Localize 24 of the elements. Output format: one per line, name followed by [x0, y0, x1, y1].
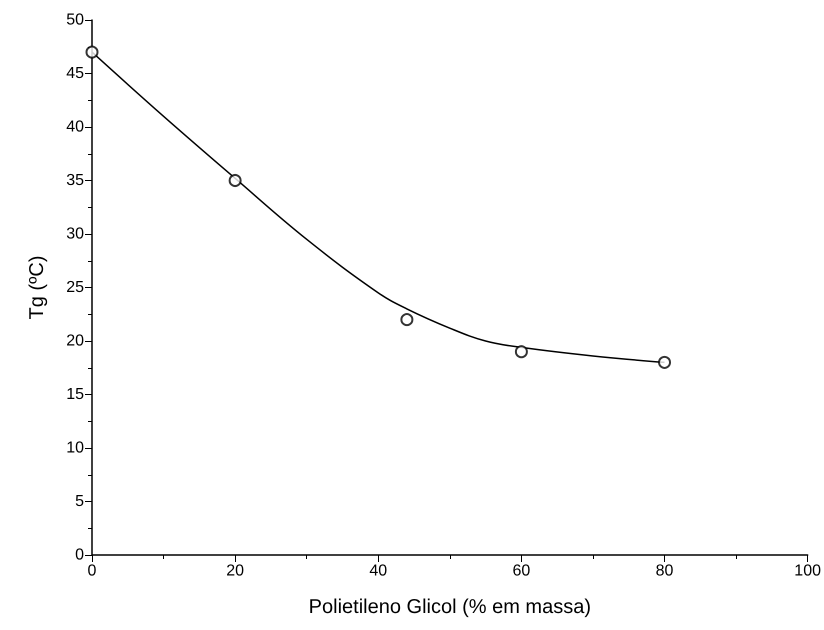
x-axis-title: Polietileno Glicol (% em massa) [308, 596, 591, 618]
point [514, 345, 528, 358]
y-tick-label: 0 [75, 546, 84, 564]
x-tick-label: 40 [369, 562, 388, 580]
y-tick-label: 35 [66, 172, 84, 189]
y-tick-label: 45 [66, 65, 84, 82]
x-tick-label: 0 [88, 562, 97, 580]
x-tick-label: 80 [656, 562, 674, 580]
x-tick-label: 100 [794, 562, 822, 580]
x-tick-label: 60 [512, 562, 530, 580]
point [86, 46, 98, 59]
y-tick-label: 5 [75, 493, 84, 510]
x-tick-label: 20 [226, 562, 244, 580]
y-tick-label: 25 [66, 279, 84, 296]
y-tick-label: 50 [66, 12, 84, 28]
point [228, 174, 242, 187]
point [400, 313, 414, 326]
y-tick-label: 20 [66, 332, 84, 350]
y-tick-label: 15 [66, 386, 84, 403]
y-tick-label: 10 [66, 440, 84, 456]
y-tick-label: 40 [66, 118, 84, 136]
point [658, 356, 672, 369]
y-axis-title: Tg (ºC) [26, 256, 48, 320]
y-tick-label: 30 [66, 226, 84, 242]
